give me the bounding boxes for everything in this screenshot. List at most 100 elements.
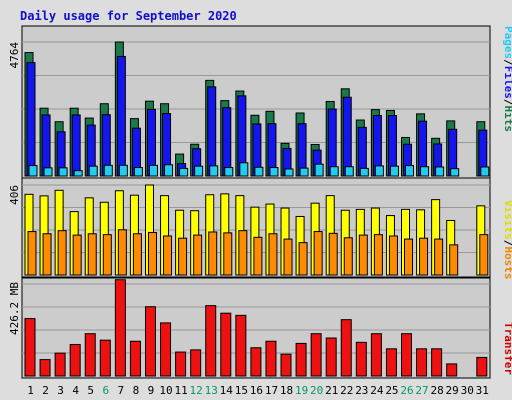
day-label-16: 16 bbox=[250, 384, 263, 397]
day-labels: 1 2 3 4 5 6 7 8 9 10 11 12 13 14 15 16 17 18 19 20 21 22 23 24 2… bbox=[27, 384, 489, 397]
day-label-27: 27 bbox=[415, 384, 428, 397]
pages-bar-day-20 bbox=[314, 163, 324, 177]
day-label-3: 3 bbox=[57, 384, 64, 397]
hosts-bar-day-3 bbox=[57, 230, 67, 276]
pages-bar-day-26 bbox=[405, 165, 414, 177]
hosts-bar-day-8 bbox=[132, 233, 142, 276]
pages-bar-day-15 bbox=[239, 162, 249, 177]
hosts-bar-day-4 bbox=[72, 234, 82, 276]
day-label-9: 9 bbox=[148, 384, 155, 397]
day-label-28: 28 bbox=[430, 384, 443, 397]
transfer-bar-day-14 bbox=[220, 312, 232, 377]
pages-bar-day-6 bbox=[103, 164, 113, 177]
hosts-bar-day-14 bbox=[223, 232, 233, 276]
transfer-bar-day-20 bbox=[310, 333, 322, 377]
legend-hits: Hits bbox=[502, 106, 512, 133]
transfer-bar-day-26 bbox=[401, 333, 412, 377]
hosts-bar-day-23 bbox=[358, 234, 368, 276]
transfer-bar-day-28 bbox=[431, 348, 443, 377]
hosts-bar-day-24 bbox=[373, 234, 383, 276]
pages-bar-day-5 bbox=[88, 165, 98, 177]
day-label-5: 5 bbox=[87, 384, 94, 397]
day-label-15: 15 bbox=[235, 384, 248, 397]
transfer-bar-day-19 bbox=[295, 342, 307, 377]
legend-files: Files bbox=[502, 66, 512, 99]
hosts-bar-day-9 bbox=[147, 231, 157, 276]
day-label-6: 6 bbox=[102, 384, 109, 397]
pages-bar-day-31 bbox=[480, 166, 490, 177]
hosts-bar-day-26 bbox=[404, 238, 413, 276]
transfer-bar-day-5 bbox=[84, 333, 96, 377]
transfer-bar-day-27 bbox=[416, 348, 428, 377]
pages-bar-day-29 bbox=[450, 168, 460, 177]
transfer-bar-day-15 bbox=[235, 314, 247, 377]
transfer-max-label: 426.2 MB bbox=[8, 282, 21, 335]
hosts-bar-day-29 bbox=[449, 244, 459, 276]
day-label-29: 29 bbox=[446, 384, 459, 397]
files-bar-day-14 bbox=[222, 107, 232, 177]
hosts-bar-day-19 bbox=[298, 242, 308, 276]
pages-bar-day-13 bbox=[209, 165, 219, 177]
pages-bar-day-16 bbox=[254, 166, 264, 177]
transfer-bar-day-1 bbox=[24, 318, 36, 377]
pages-bar-day-3 bbox=[58, 167, 68, 177]
pages-bar-day-25 bbox=[389, 165, 399, 177]
day-label-14: 14 bbox=[220, 384, 234, 397]
day-label-22: 22 bbox=[340, 384, 353, 397]
day-label-4: 4 bbox=[72, 384, 79, 397]
hosts-bar-day-16 bbox=[253, 236, 263, 276]
pages-bar-day-1 bbox=[28, 165, 38, 177]
transfer-bar-day-10 bbox=[160, 322, 172, 377]
legend-sep-1: / bbox=[502, 59, 512, 66]
legend-pages: Pages bbox=[502, 26, 512, 59]
pages-bar-day-8 bbox=[133, 167, 143, 177]
transfer-bar-day-3 bbox=[54, 352, 66, 377]
day-label-8: 8 bbox=[133, 384, 140, 397]
files-bar-day-2 bbox=[41, 114, 51, 177]
transfer-bar-day-25 bbox=[385, 348, 397, 377]
hosts-bar-day-18 bbox=[283, 238, 293, 276]
pages-bar-day-23 bbox=[359, 167, 369, 177]
transfer-bar-day-6 bbox=[99, 339, 111, 377]
day-label-30: 30 bbox=[461, 384, 474, 397]
day-label-7: 7 bbox=[118, 384, 125, 397]
pages-bar-day-12 bbox=[194, 165, 204, 177]
pages-bar-day-4 bbox=[73, 170, 83, 177]
chart-title: Daily usage for September 2020 bbox=[20, 9, 237, 23]
transfer-bar-day-4 bbox=[69, 343, 81, 377]
day-label-13: 13 bbox=[205, 384, 218, 397]
hosts-bar-day-28 bbox=[434, 238, 444, 276]
day-label-19: 19 bbox=[295, 384, 308, 397]
hosts-bar-day-20 bbox=[313, 231, 323, 276]
transfer-bar-day-18 bbox=[280, 353, 292, 377]
visits-max-label: 406 bbox=[8, 185, 21, 205]
hosts-bar-day-6 bbox=[102, 234, 112, 276]
transfer-bar-day-17 bbox=[265, 340, 277, 377]
hosts-bar-day-21 bbox=[328, 232, 338, 276]
hosts-bar-day-10 bbox=[163, 235, 173, 276]
hosts-bar-day-22 bbox=[343, 237, 353, 276]
day-label-23: 23 bbox=[355, 384, 368, 397]
transfer-bar-day-31 bbox=[476, 356, 488, 377]
day-label-17: 17 bbox=[265, 384, 278, 397]
day-label-10: 10 bbox=[159, 384, 172, 397]
hosts-bar-day-11 bbox=[178, 237, 188, 276]
transfer-bar-day-2 bbox=[39, 359, 51, 377]
legend-sep-2: / bbox=[502, 99, 512, 106]
pages-bar-day-2 bbox=[43, 167, 53, 177]
legend-hosts: Hosts bbox=[502, 246, 512, 279]
hosts-bar-day-15 bbox=[238, 230, 248, 276]
hosts-bar-day-2 bbox=[42, 233, 52, 276]
files-bar-day-21 bbox=[327, 108, 337, 177]
transfer-bar-day-11 bbox=[175, 351, 187, 377]
day-label-20: 20 bbox=[310, 384, 323, 397]
transfer-bar-day-23 bbox=[355, 341, 367, 377]
hosts-bar-day-7 bbox=[117, 229, 127, 276]
files-bar-day-22 bbox=[342, 96, 352, 177]
legend-visits: Visits bbox=[502, 200, 512, 240]
pages-bar-day-27 bbox=[420, 166, 430, 177]
pages-bar-day-7 bbox=[118, 164, 128, 177]
day-label-21: 21 bbox=[325, 384, 338, 397]
transfer-bar-day-21 bbox=[325, 337, 337, 377]
